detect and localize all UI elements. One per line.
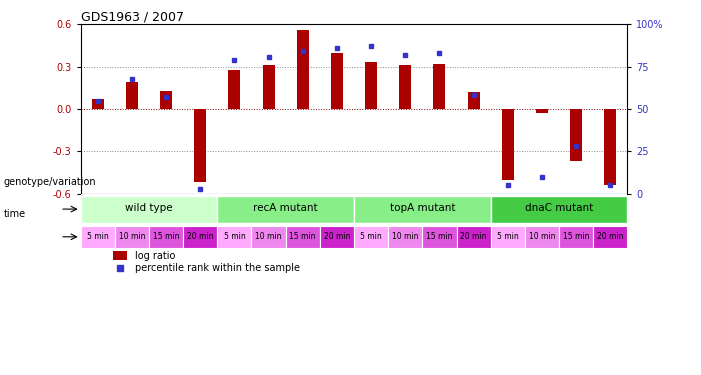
Bar xyxy=(354,196,491,223)
Bar xyxy=(468,92,479,109)
Text: 20 min: 20 min xyxy=(324,232,350,241)
Bar xyxy=(297,30,308,109)
Text: GDS1963 / 2007: GDS1963 / 2007 xyxy=(81,10,184,23)
Text: dnaC mutant: dnaC mutant xyxy=(525,204,593,213)
Text: topA mutant: topA mutant xyxy=(390,204,455,213)
Bar xyxy=(354,226,388,248)
Bar xyxy=(229,69,240,109)
Text: 10 min: 10 min xyxy=(392,232,418,241)
Bar xyxy=(252,226,286,248)
Text: log ratio: log ratio xyxy=(135,251,176,261)
Text: 10 min: 10 min xyxy=(118,232,145,241)
Text: 15 min: 15 min xyxy=(153,232,179,241)
Bar xyxy=(126,82,138,109)
Text: genotype/variation: genotype/variation xyxy=(4,177,96,187)
Text: percentile rank within the sample: percentile rank within the sample xyxy=(135,262,300,273)
Text: wild type: wild type xyxy=(125,204,172,213)
Bar xyxy=(320,226,354,248)
Bar xyxy=(92,99,104,109)
Bar xyxy=(160,91,172,109)
Bar xyxy=(194,109,206,182)
Bar xyxy=(388,226,422,248)
Bar xyxy=(286,226,320,248)
Bar xyxy=(422,226,456,248)
Bar xyxy=(400,65,411,109)
Bar xyxy=(263,65,275,109)
Text: 20 min: 20 min xyxy=(597,232,624,241)
Bar xyxy=(593,226,627,248)
Bar xyxy=(114,251,127,260)
Bar xyxy=(217,226,252,248)
Bar xyxy=(559,226,593,248)
Text: 10 min: 10 min xyxy=(529,232,555,241)
Bar xyxy=(81,226,115,248)
Text: 5 min: 5 min xyxy=(224,232,245,241)
Bar xyxy=(433,64,445,109)
Bar xyxy=(331,53,343,109)
Bar xyxy=(491,226,525,248)
Text: 15 min: 15 min xyxy=(290,232,316,241)
Bar xyxy=(365,63,377,109)
Text: 5 min: 5 min xyxy=(497,232,519,241)
Bar xyxy=(183,226,217,248)
Bar xyxy=(502,109,514,180)
Bar xyxy=(536,109,548,113)
Text: 20 min: 20 min xyxy=(187,232,214,241)
Text: 15 min: 15 min xyxy=(563,232,590,241)
Text: 20 min: 20 min xyxy=(461,232,487,241)
Bar xyxy=(217,196,354,223)
Bar xyxy=(491,196,627,223)
Bar xyxy=(604,109,616,185)
Text: recA mutant: recA mutant xyxy=(253,204,318,213)
Text: 5 min: 5 min xyxy=(87,232,109,241)
Text: 15 min: 15 min xyxy=(426,232,453,241)
Bar xyxy=(570,109,582,161)
Bar xyxy=(525,226,559,248)
Bar xyxy=(456,226,491,248)
Text: 5 min: 5 min xyxy=(360,232,382,241)
Text: time: time xyxy=(4,209,26,219)
Bar xyxy=(115,226,149,248)
Bar xyxy=(81,196,217,223)
Text: 10 min: 10 min xyxy=(255,232,282,241)
Bar xyxy=(149,226,183,248)
